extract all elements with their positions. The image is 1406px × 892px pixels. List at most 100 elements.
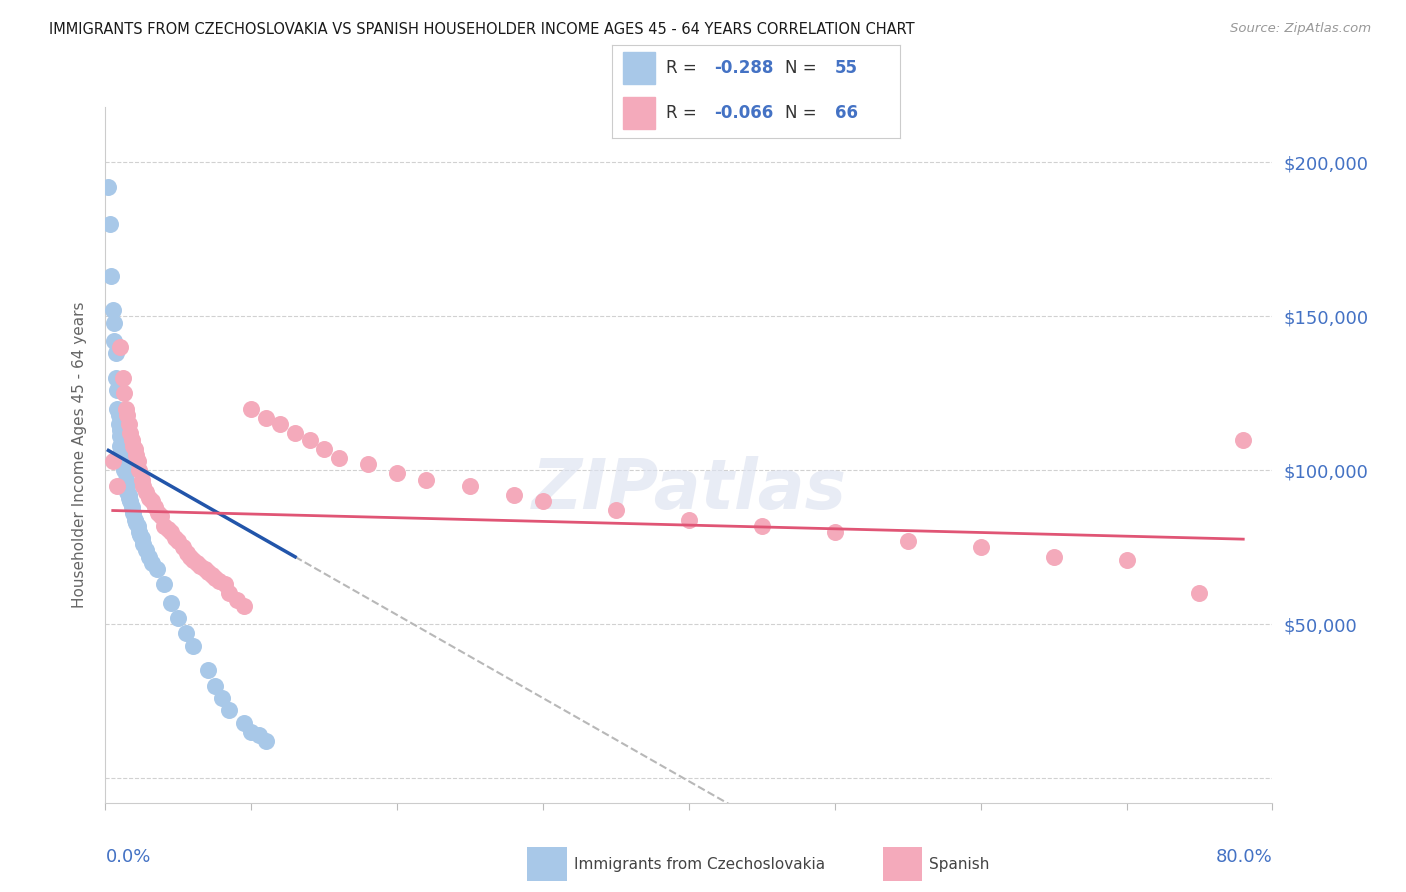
Point [132,479,155,493]
Point [208,574,231,589]
Point [143,500,166,515]
Point [153,577,174,591]
Point [1232,433,1254,447]
Point [502,488,524,502]
Point [122,507,145,521]
Point [188,558,211,573]
Point [112,463,135,477]
Point [117,484,139,499]
Text: ZIPatlas: ZIPatlas [531,456,846,524]
Point [125,516,148,530]
Point [111,454,134,468]
Point [127,454,149,468]
Point [197,664,219,678]
Point [125,448,148,462]
Point [135,484,157,499]
Point [117,475,139,490]
Point [172,541,194,555]
Point [160,524,183,539]
Point [165,531,187,545]
Point [214,577,236,591]
Point [531,494,554,508]
Point [118,491,141,505]
Point [124,442,146,456]
Point [141,494,163,508]
Text: -0.288: -0.288 [714,59,773,77]
Point [107,408,129,422]
Point [197,565,219,579]
Point [141,556,163,570]
Point [153,518,174,533]
Point [117,408,139,422]
Point [101,303,124,318]
Point [298,433,321,447]
Point [240,725,263,739]
Point [122,439,145,453]
Point [131,531,153,545]
Point [105,479,128,493]
Point [218,703,240,717]
Point [112,386,135,401]
Point [115,467,138,481]
Y-axis label: Householder Income Ages 45 - 64 years: Householder Income Ages 45 - 64 years [72,301,87,608]
Point [201,568,224,582]
Point [1188,586,1211,600]
Point [186,556,208,570]
Text: 66: 66 [835,104,858,122]
Point [1042,549,1064,564]
Point [233,599,256,613]
Text: Spanish: Spanish [929,857,990,871]
Point [121,500,143,515]
Point [108,340,131,354]
Point [269,417,292,431]
Point [824,524,846,539]
Point [247,728,270,742]
Point [176,546,198,560]
Point [145,562,167,576]
Point [225,592,247,607]
Point [118,417,141,431]
Point [121,433,143,447]
Point [328,450,350,465]
Point [128,463,150,477]
Point [146,507,169,521]
Point [120,426,142,441]
Point [149,509,172,524]
Point [194,562,217,576]
Point [124,512,146,526]
Point [181,552,204,566]
Point [415,473,437,487]
Point [115,401,138,416]
Text: R =: R = [666,104,703,122]
Point [98,217,121,231]
Point [1115,552,1137,566]
Point [105,401,128,416]
Point [233,715,256,730]
Point [128,524,150,539]
Point [104,346,127,360]
Point [108,429,131,443]
Point [110,445,132,459]
Point [969,541,991,555]
Point [181,639,204,653]
Point [385,467,408,481]
Point [104,371,127,385]
Bar [623,52,655,84]
Point [129,528,152,542]
Point [108,439,131,453]
Point [605,503,627,517]
Point [105,384,128,398]
Point [357,457,380,471]
Point [131,473,153,487]
Point [132,537,155,551]
Point [138,549,160,564]
Point [112,457,135,471]
Point [138,491,160,505]
Point [284,426,307,441]
Point [127,518,149,533]
Point [167,611,190,625]
Point [160,596,183,610]
Point [179,549,201,564]
Point [254,734,277,748]
Point [897,534,920,549]
